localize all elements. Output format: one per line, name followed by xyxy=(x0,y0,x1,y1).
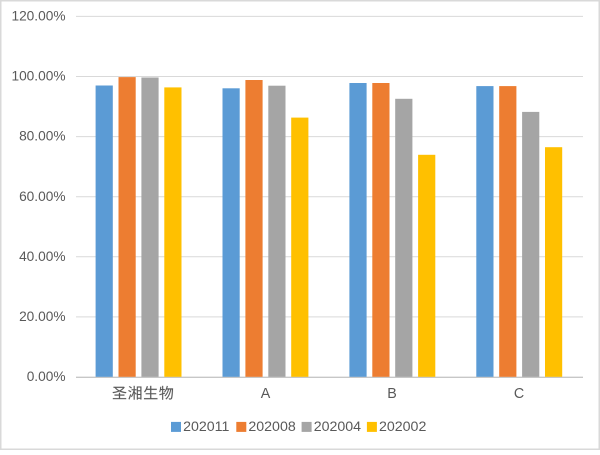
svg-text:B: B xyxy=(387,386,397,402)
svg-text:80.00%: 80.00% xyxy=(19,129,65,144)
svg-text:0.00%: 0.00% xyxy=(27,369,66,384)
svg-text:C: C xyxy=(514,386,524,402)
svg-text:20.00%: 20.00% xyxy=(19,309,65,324)
svg-text:202004: 202004 xyxy=(314,419,361,435)
svg-text:202008: 202008 xyxy=(248,419,295,435)
svg-text:202011: 202011 xyxy=(183,419,229,435)
svg-text:202002: 202002 xyxy=(379,419,426,435)
svg-text:A: A xyxy=(261,386,271,402)
svg-text:60.00%: 60.00% xyxy=(19,189,65,204)
svg-text:120.00%: 120.00% xyxy=(11,9,65,24)
svg-text:40.00%: 40.00% xyxy=(19,249,65,264)
svg-text:100.00%: 100.00% xyxy=(11,69,65,84)
